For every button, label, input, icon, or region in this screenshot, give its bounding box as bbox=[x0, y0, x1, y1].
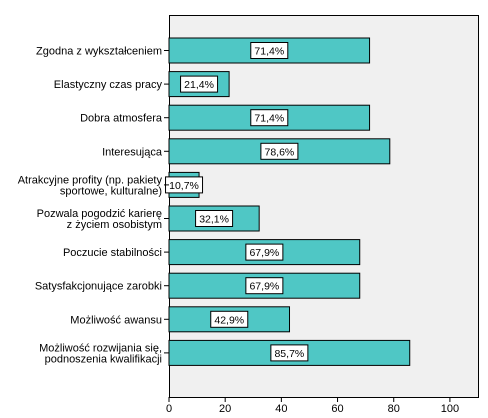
category-label-line: Dobra atmosfera bbox=[80, 113, 163, 125]
data-label-2: 21,4% bbox=[184, 79, 214, 91]
category-labels-group: Zgodna z wykształceniem Elastyczny czas p… bbox=[18, 46, 169, 365]
data-label-box-6 bbox=[195, 210, 234, 227]
data-label-1: 71,4% bbox=[254, 46, 284, 58]
data-label-box-7 bbox=[245, 243, 284, 261]
category-label-line: podnoszenia kwalifikacji bbox=[45, 353, 162, 365]
category-label-1: Zgodna z wykształceniem bbox=[36, 46, 162, 58]
x-tick-label-0: 0 bbox=[166, 403, 172, 415]
category-label-line: Atrakcyjne profity (np. pakiety bbox=[18, 174, 163, 186]
category-label-line: z życiem osobistym bbox=[67, 219, 162, 231]
x-tick-label-100: 100 bbox=[441, 403, 459, 415]
category-label-7: Poczucie stabilności bbox=[63, 247, 162, 259]
data-label-box-8 bbox=[245, 277, 284, 295]
x-tick-label-60: 60 bbox=[331, 403, 343, 415]
x-tick-label-20: 20 bbox=[219, 403, 231, 415]
category-label-10: Możliwość rozwijania się, podnoszenia kwa… bbox=[39, 342, 162, 365]
data-label-box-3 bbox=[250, 109, 289, 127]
category-label-line: Możliwość rozwijania się, bbox=[39, 342, 162, 354]
data-label-5: 10,7% bbox=[169, 180, 199, 192]
data-label-box-4 bbox=[260, 142, 299, 160]
bars-group: 71,4% 21,4% 71,4% 78,6% 10,7% 32,1% 67,9% 67,9%… bbox=[165, 37, 411, 366]
data-label-4: 78,6% bbox=[265, 146, 295, 158]
category-label-line: Pozwala pogodzić karierę bbox=[37, 208, 162, 220]
category-label-3: Dobra atmosfera bbox=[80, 113, 163, 125]
data-label-box-9 bbox=[210, 310, 249, 328]
category-label-8: Satysfakcjonujące zarobki bbox=[35, 281, 162, 293]
x-tick-label-40: 40 bbox=[275, 403, 287, 415]
data-label-7: 67,9% bbox=[249, 247, 279, 259]
category-label-line: Elastyczny czas pracy bbox=[54, 79, 163, 91]
data-label-box-2 bbox=[180, 75, 219, 93]
category-label-line: Zgodna z wykształceniem bbox=[36, 46, 162, 58]
data-label-6: 32,1% bbox=[199, 214, 229, 226]
data-label-box-1 bbox=[250, 42, 289, 59]
category-label-6: Pozwala pogodzić karierę z życiem osobist… bbox=[37, 208, 162, 231]
data-label-8: 67,9% bbox=[249, 281, 279, 293]
x-axis: 0 20 40 60 80 100 bbox=[166, 397, 459, 415]
category-label-line: Interesująca bbox=[102, 146, 163, 158]
category-label-line: Poczucie stabilności bbox=[63, 247, 162, 259]
data-label-10: 85,7% bbox=[274, 348, 304, 360]
category-label-line: sportowe, kulturalne) bbox=[60, 185, 162, 197]
data-label-box-10 bbox=[270, 344, 309, 362]
category-label-4: Interesująca bbox=[102, 146, 163, 158]
category-label-9: Możliwość awansu bbox=[70, 314, 162, 326]
data-label-9: 42,9% bbox=[214, 314, 244, 326]
category-label-5: Atrakcyjne profity (np. pakiety sportowe,… bbox=[18, 174, 163, 197]
data-label-3: 71,4% bbox=[254, 113, 284, 125]
category-label-line: Satysfakcjonujące zarobki bbox=[35, 281, 162, 293]
category-label-line: Możliwość awansu bbox=[70, 314, 162, 326]
x-tick-label-80: 80 bbox=[388, 403, 400, 415]
category-label-2: Elastyczny czas pracy bbox=[54, 79, 163, 91]
